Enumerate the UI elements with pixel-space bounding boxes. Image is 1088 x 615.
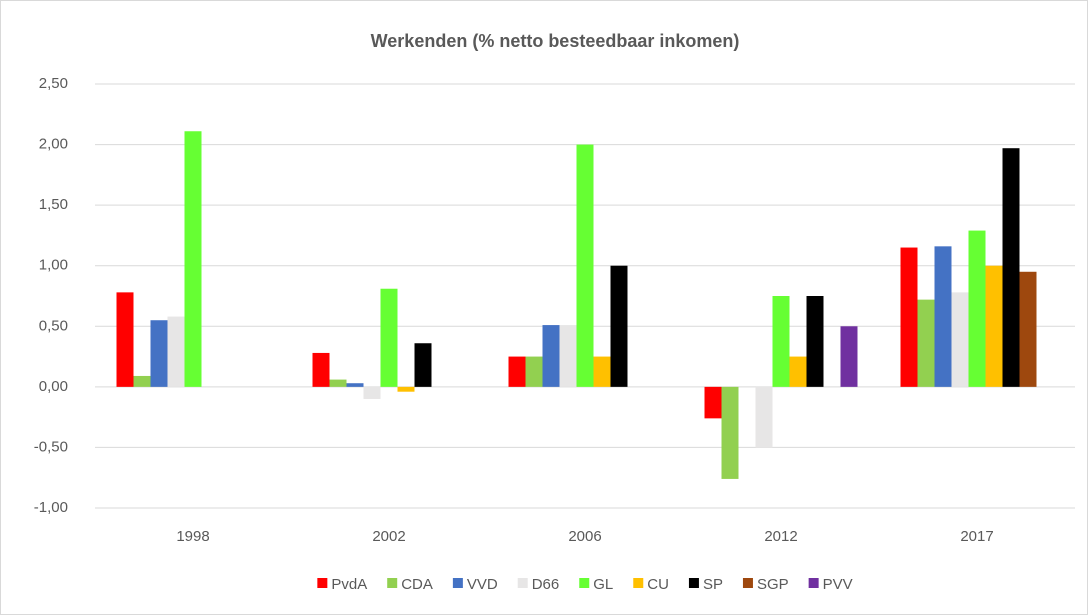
bar: [525, 356, 543, 387]
bar: [840, 326, 858, 387]
y-tick-label: 1,50: [39, 196, 68, 213]
bar: [772, 296, 790, 387]
legend-label: CDA: [401, 576, 433, 593]
x-tick-label: 2017: [960, 528, 993, 545]
bar: [593, 356, 611, 387]
legend-label: CU: [647, 576, 669, 593]
bar: [380, 288, 398, 387]
y-tick-label: 0,00: [39, 378, 68, 395]
bar: [363, 386, 381, 399]
y-tick-label: -0,50: [34, 438, 68, 455]
x-tick-label: 2006: [568, 528, 601, 545]
legend-swatch: [387, 578, 398, 588]
x-tick-label: 1998: [176, 528, 209, 545]
bar: [576, 144, 594, 387]
bar: [900, 247, 918, 387]
bar: [559, 325, 577, 387]
y-tick-label: 0,50: [39, 317, 68, 334]
legend-label: SGP: [757, 576, 789, 593]
legend-label: PvdA: [331, 576, 367, 593]
bar: [721, 386, 739, 479]
x-tick-label: 2012: [764, 528, 797, 545]
bar: [346, 383, 364, 387]
y-tick-label: -1,00: [34, 499, 68, 516]
bar: [397, 386, 415, 392]
bar: [150, 320, 168, 387]
bar: [806, 296, 824, 387]
legend-swatch: [633, 578, 644, 588]
bar: [1002, 148, 1020, 387]
legend-label: PVV: [823, 576, 853, 593]
x-tick-label: 2002: [372, 528, 405, 545]
legend-swatch: [317, 578, 328, 588]
bar: [133, 375, 151, 387]
bar: [789, 356, 807, 387]
legend-label: VVD: [467, 576, 498, 593]
legend-swatch: [579, 578, 590, 588]
bar: [542, 325, 560, 387]
bar: [167, 316, 185, 387]
bar: [755, 386, 773, 448]
legend-label: D66: [532, 576, 560, 593]
bar: [312, 352, 330, 387]
legend-swatch: [808, 578, 819, 588]
bar: [704, 386, 722, 419]
bar: [610, 265, 628, 387]
bar: [985, 265, 1003, 387]
legend-label: SP: [703, 576, 723, 593]
bar: [951, 292, 969, 387]
y-tick-label: 2,00: [39, 136, 68, 153]
legend-label: GL: [593, 576, 613, 593]
chart-title: Werkenden (% netto besteedbaar inkomen): [371, 31, 740, 51]
bar: [329, 379, 347, 387]
bar: [1019, 271, 1037, 387]
bar: [184, 131, 202, 387]
y-tick-label: 1,00: [39, 257, 68, 274]
bar: [917, 299, 935, 387]
bar: [934, 246, 952, 387]
legend-swatch: [688, 578, 699, 588]
bar: [116, 292, 134, 387]
y-tick-label: 2,50: [39, 75, 68, 92]
legend-swatch: [742, 578, 753, 588]
bar: [508, 356, 526, 387]
legend-swatch: [517, 578, 528, 588]
bar: [414, 343, 432, 387]
bar: [968, 230, 986, 387]
legend-swatch: [452, 578, 463, 588]
